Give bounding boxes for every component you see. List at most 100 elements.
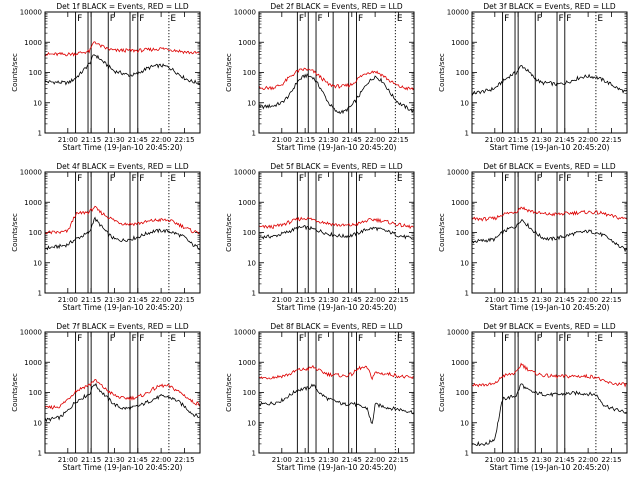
y-axis-label: Counts/sec (438, 53, 446, 92)
series-line (258, 364, 415, 381)
x-tick-label: 22:00 (365, 296, 385, 304)
y-tick-label: 10000 (234, 329, 256, 337)
event-marker-label: E (397, 334, 403, 344)
y-tick-label: 1000 (24, 39, 42, 47)
x-tick-label: 21:30 (104, 136, 124, 144)
y-tick-label: 10000 (447, 169, 469, 177)
series-line (258, 216, 415, 230)
chart-title: Det 9f BLACK = Events, RED = LLD (483, 322, 616, 331)
x-tick-label: 21:00 (58, 136, 78, 144)
y-axis-label: Counts/sec (11, 373, 19, 412)
x-tick-label: 22:00 (578, 456, 598, 464)
y-tick-label: 100 (243, 69, 256, 77)
y-tick-label: 10000 (20, 9, 42, 17)
x-tick-label: 21:30 (318, 296, 338, 304)
x-tick-label: 22:15 (601, 296, 621, 304)
series-line (44, 216, 201, 251)
y-tick-label: 1 (252, 450, 256, 458)
x-tick-label: 21:30 (531, 136, 551, 144)
x-tick-label: 21:45 (555, 456, 575, 464)
x-tick-label: 22:00 (151, 296, 171, 304)
x-tick-label: 22:15 (388, 456, 408, 464)
x-tick-label: 22:15 (601, 136, 621, 144)
event-marker-label: F (132, 14, 137, 24)
event-marker-label: F (139, 334, 144, 344)
event-marker-label: F (77, 174, 82, 184)
x-tick-label: 21:45 (555, 296, 575, 304)
x-tick-label: 21:15 (295, 456, 315, 464)
y-axis-label: Counts/sec (11, 53, 19, 92)
plot-frame (471, 11, 628, 134)
event-marker-label: E (597, 14, 603, 24)
y-tick-label: 1000 (238, 39, 256, 47)
x-tick-label: 21:00 (485, 296, 505, 304)
event-marker-label: F (566, 14, 571, 24)
x-tick-label: 21:15 (508, 296, 528, 304)
chart-title: Det 1f BLACK = Events, RED = LLD (56, 2, 189, 11)
chart-title: Det 6f BLACK = Events, RED = LLD (483, 162, 616, 171)
chart-title: Det 4f BLACK = Events, RED = LLD (56, 162, 189, 171)
series-line (44, 205, 201, 235)
y-tick-label: 10 (33, 99, 42, 107)
event-marker-label: F (110, 334, 115, 344)
y-tick-label: 1 (252, 290, 256, 298)
chart-panel: Det 1f BLACK = Events, RED = LLD 1 10 100 10… (11, 2, 201, 152)
series-line (258, 383, 415, 425)
series-line (258, 73, 415, 115)
x-tick-label: 22:15 (388, 296, 408, 304)
event-marker-label: F (537, 174, 542, 184)
x-tick-label: 21:15 (81, 136, 101, 144)
x-tick-label: 21:00 (272, 136, 292, 144)
series-line (471, 64, 628, 97)
y-tick-label: 100 (29, 69, 42, 77)
x-tick-label: 21:30 (318, 456, 338, 464)
chart-panel: Det 7f BLACK = Events, RED = LLD 1 10 100 10… (11, 322, 201, 472)
chart-panel: Det 6f BLACK = Events, RED = LLD 1 10 100 10… (438, 162, 628, 312)
x-tick-label: 21:00 (58, 296, 78, 304)
x-tick-label: 21:30 (531, 456, 551, 464)
x-axis-label: Start Time (19-Jan-10 20:45:20) (63, 303, 183, 312)
event-marker-label: F (358, 334, 363, 344)
x-tick-label: 22:00 (365, 456, 385, 464)
chart-title: Det 8f BLACK = Events, RED = LLD (270, 322, 403, 331)
y-tick-label: 10 (247, 259, 256, 267)
y-tick-label: 100 (456, 389, 469, 397)
event-marker-label: F (299, 174, 304, 184)
x-axis-label: Start Time (19-Jan-10 20:45:20) (277, 463, 397, 472)
y-tick-label: 1 (465, 450, 469, 458)
chart-panel: Det 3f BLACK = Events, RED = LLD 1 10 100 10… (438, 2, 628, 152)
chart-panel: Det 4f BLACK = Events, RED = LLD 1 10 100 10… (11, 162, 201, 312)
chart-panel: Det 5f BLACK = Events, RED = LLD 1 10 100 10… (225, 162, 415, 312)
plot-frame (471, 171, 628, 294)
event-marker-label: F (318, 174, 323, 184)
x-tick-label: 21:45 (342, 296, 362, 304)
y-tick-label: 1000 (451, 199, 469, 207)
x-tick-label: 21:45 (342, 136, 362, 144)
series-line (44, 41, 201, 57)
chart-title: Det 7f BLACK = Events, RED = LLD (56, 322, 189, 331)
x-tick-label: 22:00 (578, 296, 598, 304)
x-tick-label: 21:45 (128, 456, 148, 464)
event-marker-label: F (504, 14, 509, 24)
y-tick-label: 100 (243, 389, 256, 397)
x-tick-label: 21:45 (128, 296, 148, 304)
x-tick-label: 21:00 (272, 456, 292, 464)
y-axis-label: Counts/sec (225, 373, 233, 412)
series-line (44, 379, 201, 410)
x-tick-label: 22:00 (365, 136, 385, 144)
y-axis-label: Counts/sec (225, 213, 233, 252)
series-line (258, 67, 415, 91)
series-line (258, 225, 415, 240)
event-marker-label: F (504, 334, 509, 344)
x-axis-label: Start Time (19-Jan-10 20:45:20) (63, 463, 183, 472)
event-marker-label: F (132, 334, 137, 344)
event-marker-label: F (110, 174, 115, 184)
y-axis-label: Counts/sec (11, 213, 19, 252)
event-marker-label: E (170, 14, 176, 24)
x-tick-label: 22:15 (388, 136, 408, 144)
chart-title: Det 3f BLACK = Events, RED = LLD (483, 2, 616, 11)
event-marker-label: F (318, 14, 323, 24)
chart-title: Det 5f BLACK = Events, RED = LLD (270, 162, 403, 171)
